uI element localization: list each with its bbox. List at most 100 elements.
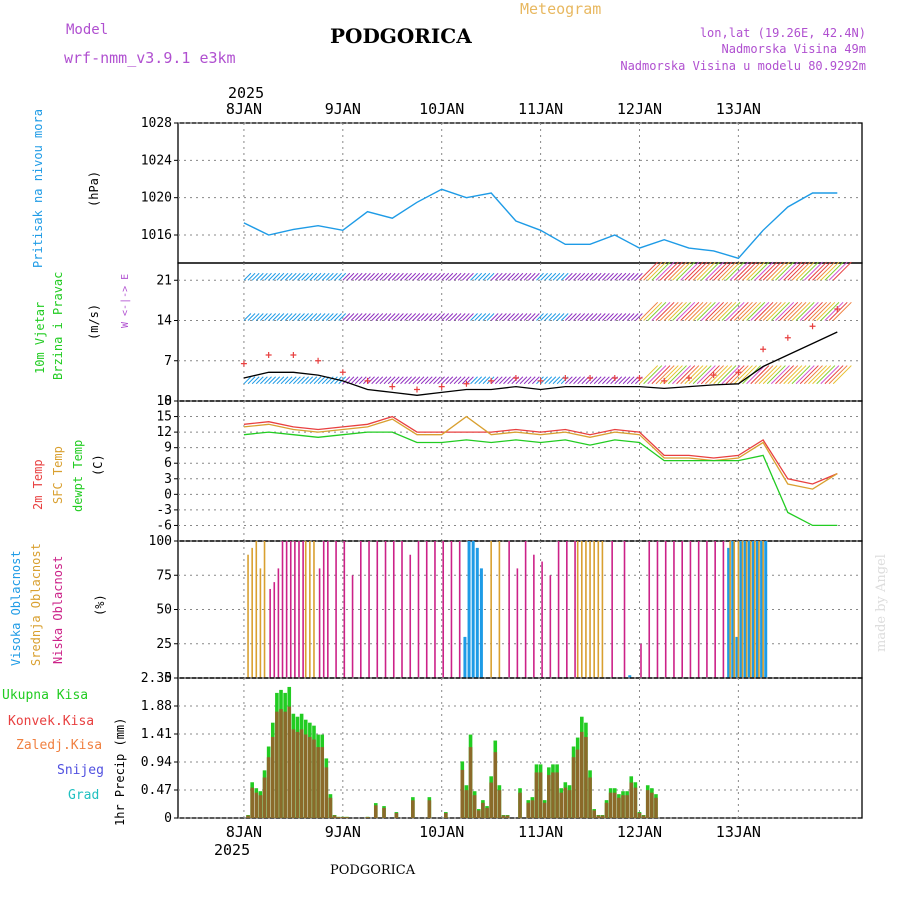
gust-marker <box>463 380 470 387</box>
wind-barb <box>457 376 466 385</box>
precip-conv-bar <box>518 792 522 818</box>
wind-barb <box>325 313 334 321</box>
wind-barb <box>342 272 351 281</box>
wind-barb <box>437 376 445 385</box>
wind-barb <box>832 301 852 321</box>
wind-barb <box>799 301 819 321</box>
sfc-label: SFC Temp <box>51 446 65 504</box>
wind-barb <box>754 301 774 321</box>
wind-barb <box>441 272 450 281</box>
cloud-unit: (%) <box>93 594 107 616</box>
wind-barb <box>651 261 671 281</box>
wind-barb <box>338 313 347 321</box>
precip-conv-bar <box>588 777 592 818</box>
precip-conv-bar <box>332 815 337 818</box>
wind-barb <box>243 376 252 385</box>
gust-marker <box>290 352 297 358</box>
wind-barb <box>593 272 602 281</box>
wind-barb <box>387 376 396 385</box>
wind-barb <box>396 376 404 385</box>
wind-barb <box>297 313 305 321</box>
wind-barb <box>696 365 716 385</box>
gust-marker <box>315 357 322 364</box>
wind-barb <box>354 313 363 321</box>
wind-barb <box>552 272 561 281</box>
wind-barb <box>527 376 536 385</box>
gust-marker <box>636 375 643 381</box>
wind-barb <box>573 376 581 385</box>
gust-marker <box>587 375 594 381</box>
wind-barb <box>606 313 614 321</box>
wind-barb <box>680 261 700 281</box>
precip-conv-bar <box>345 816 349 818</box>
gust-marker <box>661 377 668 384</box>
bottom-day-label: 9JAN <box>325 823 361 841</box>
wind-barb <box>729 365 749 385</box>
wind-barb <box>738 261 757 281</box>
legend-conv-rain: Konvek.Kisa <box>8 714 94 729</box>
wind-barb <box>486 376 495 385</box>
precip-conv-bar <box>542 802 547 818</box>
wind-barb <box>297 376 305 385</box>
wind-barb <box>470 272 478 281</box>
wind-barb <box>758 261 778 281</box>
wind-barb <box>787 365 807 385</box>
wind-barb <box>367 376 375 385</box>
wind-barb <box>268 272 277 281</box>
y-tick-label: 100 <box>149 534 172 549</box>
legend-total-rain: Ukupna Kisa <box>2 688 88 703</box>
wind-barb <box>746 301 766 321</box>
wind-barb <box>812 365 832 385</box>
wind-barb <box>416 376 425 385</box>
wind-barb <box>593 313 602 321</box>
wind-barb <box>428 313 437 321</box>
wind-barb <box>824 261 844 281</box>
wind-barb <box>305 313 314 321</box>
wind-barb <box>618 272 627 281</box>
wind-barb <box>643 301 663 321</box>
wind-barb <box>738 365 757 385</box>
wind-barb <box>783 365 803 385</box>
wind-barb <box>391 313 400 321</box>
panel-labels: Pritisak na nivou mora (hPa) 10m Vjetar … <box>2 109 131 826</box>
wind-barb <box>387 313 396 321</box>
top-day-label: 8JAN <box>226 100 262 118</box>
wind-barb <box>325 272 334 281</box>
wind-barb <box>577 313 586 321</box>
wind-barb <box>639 301 659 321</box>
wind-barb <box>655 365 675 385</box>
wind-barb <box>330 313 338 321</box>
wind-barb <box>461 313 470 321</box>
wind-barb <box>750 301 770 321</box>
wind-barb <box>828 261 848 281</box>
wind-barb <box>808 261 827 281</box>
wind-barb <box>461 272 470 281</box>
wind-unit: (m/s) <box>87 304 101 340</box>
y-tick-label: -6 <box>156 518 172 533</box>
wind-barb <box>705 261 724 281</box>
wind-barb <box>766 365 786 385</box>
wind-barb <box>523 313 532 321</box>
wind-barb <box>729 261 749 281</box>
gust-marker <box>339 369 346 376</box>
wind-barb <box>622 376 631 385</box>
wind-barb <box>293 376 301 385</box>
legend-snow: Snijeg <box>57 763 104 778</box>
panels: 8JAN 9JAN 10JAN 11JAN 12JAN 13JAN 8JAN 9JAN 10JA… <box>141 100 863 841</box>
wind-barb <box>569 313 577 321</box>
wind-barb <box>396 272 404 281</box>
precip-conv-bar <box>324 767 329 818</box>
wind-barb <box>367 272 375 281</box>
wind-barb <box>441 313 450 321</box>
temp2m-line <box>243 415 838 485</box>
year-label-top: 2025 <box>228 84 264 102</box>
wind-barb <box>251 313 260 321</box>
wind-barb <box>251 272 260 281</box>
wind-barb <box>700 365 720 385</box>
wind-barb <box>371 313 380 321</box>
wind-barb <box>247 376 256 385</box>
wind-barb <box>602 376 610 385</box>
precip-conv-bar <box>604 802 609 818</box>
wind-barb <box>404 376 412 385</box>
panel-3: 0 25 50 75 100 <box>149 534 863 686</box>
